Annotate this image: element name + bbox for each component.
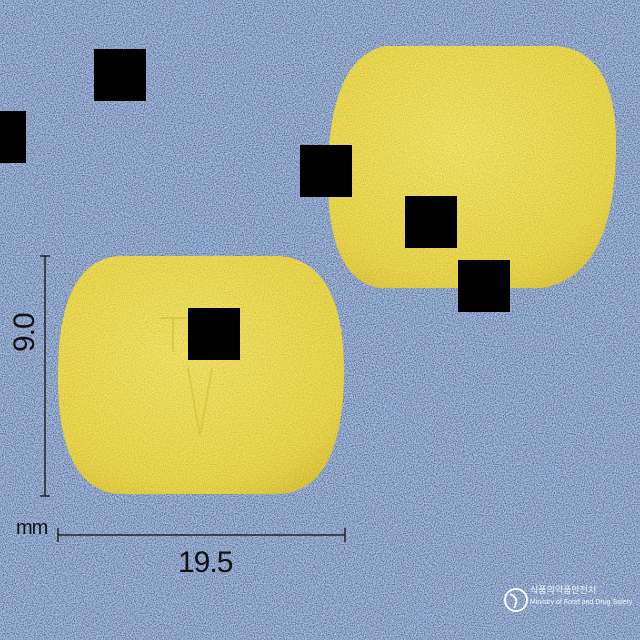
occluder-square (188, 308, 240, 360)
agency-logo-icon (504, 588, 528, 612)
width-dimension-line (57, 528, 346, 542)
height-label: 9.0 (8, 313, 41, 352)
height-dimension-line (40, 255, 50, 497)
agency-name-english: Ministry of Food and Drug Safety (530, 598, 633, 606)
occluder-square (300, 145, 352, 197)
unit-label: mm (16, 517, 48, 539)
occluder-square (94, 49, 146, 101)
occluder-square (458, 260, 510, 312)
width-label: 19.5 (178, 546, 233, 579)
occluder-square (0, 111, 26, 163)
agency-name-korean: 식품의약품안전처 (530, 585, 597, 595)
occluder-square (405, 196, 457, 248)
agency-watermark: 식품의약품안전처 Ministry of Food and Drug Safet… (530, 584, 638, 608)
